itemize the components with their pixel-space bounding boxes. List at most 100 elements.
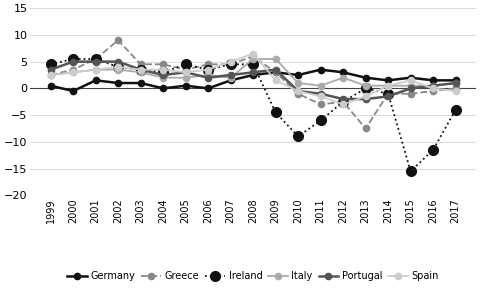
Spain [183,71,189,74]
Portugal [160,73,166,77]
Italy [205,73,211,77]
Spain [160,68,166,72]
Germany [318,68,324,72]
Spain [363,95,369,98]
Spain [228,60,234,63]
Ireland [340,100,346,104]
Line: Greece: Greece [48,37,459,132]
Greece [48,73,54,77]
Germany [205,87,211,90]
Greece [93,57,98,61]
Portugal [295,89,301,93]
Italy [228,76,234,79]
Spain [115,65,121,69]
Greece [295,92,301,95]
Spain [48,73,54,77]
Italy [250,57,256,61]
Portugal [70,60,76,63]
Ireland [318,119,324,122]
Italy [115,68,121,72]
Portugal [340,97,346,101]
Italy [408,84,413,88]
Spain [138,68,144,72]
Spain [385,84,391,88]
Portugal [363,97,369,101]
Ireland [115,65,121,69]
Ireland [70,57,76,61]
Spain [93,68,98,72]
Greece [160,62,166,66]
Line: Italy: Italy [48,56,459,89]
Italy [430,84,436,88]
Line: Germany: Germany [48,67,459,94]
Portugal [138,68,144,72]
Legend: Germany, Greece, Ireland, Italy, Portugal, Spain: Germany, Greece, Ireland, Italy, Portuga… [67,271,439,281]
Line: Ireland: Ireland [46,54,460,176]
Italy [273,57,278,61]
Spain [205,68,211,72]
Ireland [48,62,54,66]
Spain [453,89,458,93]
Spain [273,78,278,82]
Germany [48,84,54,88]
Germany [138,81,144,85]
Ireland [363,87,369,90]
Germany [430,78,436,82]
Portugal [385,95,391,98]
Greece [70,68,76,72]
Ireland [273,111,278,114]
Ireland [183,62,189,66]
Italy [70,71,76,74]
Spain [250,52,256,55]
Greece [205,62,211,66]
Germany [70,89,76,93]
Ireland [385,92,391,95]
Greece [430,89,436,93]
Italy [183,76,189,79]
Greece [138,62,144,66]
Ireland [250,62,256,66]
Portugal [250,71,256,74]
Portugal [183,71,189,74]
Germany [228,78,234,82]
Portugal [93,60,98,63]
Ireland [160,71,166,74]
Italy [453,81,458,85]
Portugal [273,68,278,72]
Greece [453,87,458,90]
Ireland [453,108,458,112]
Italy [93,68,98,72]
Italy [318,84,324,88]
Spain [340,103,346,106]
Greece [408,92,413,95]
Greece [250,55,256,58]
Greece [115,38,121,42]
Greece [363,127,369,130]
Line: Spain: Spain [48,51,459,108]
Greece [318,103,324,106]
Ireland [205,68,211,72]
Spain [408,78,413,82]
Italy [385,84,391,88]
Portugal [205,76,211,79]
Greece [340,100,346,104]
Germany [363,76,369,79]
Portugal [48,68,54,72]
Ireland [138,68,144,72]
Spain [430,87,436,90]
Spain [70,71,76,74]
Ireland [93,57,98,61]
Germany [385,78,391,82]
Portugal [115,60,121,63]
Portugal [408,87,413,90]
Italy [160,76,166,79]
Germany [115,81,121,85]
Italy [138,71,144,74]
Greece [228,62,234,66]
Italy [48,73,54,77]
Germany [183,84,189,88]
Germany [408,76,413,79]
Ireland [228,62,234,66]
Greece [273,71,278,74]
Greece [385,92,391,95]
